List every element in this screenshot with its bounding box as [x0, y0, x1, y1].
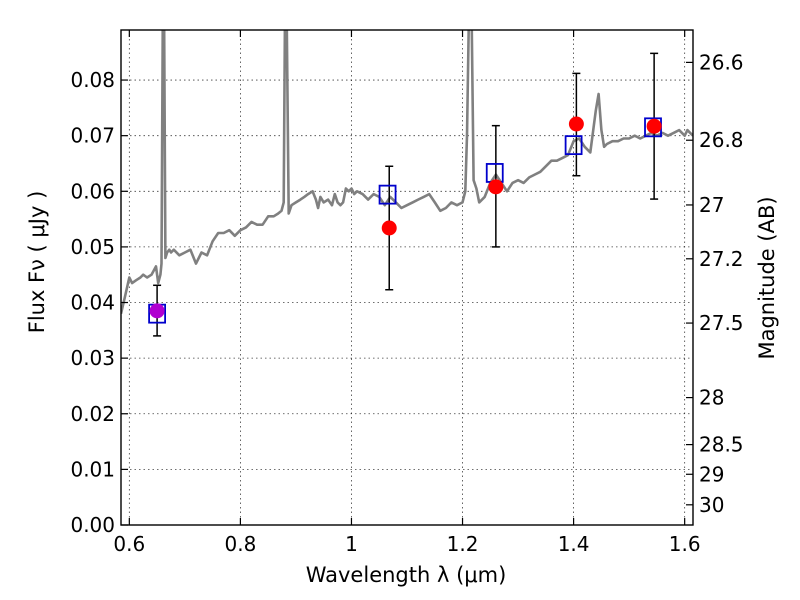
mag-tick-label: 27.2 — [699, 247, 744, 271]
y-tick-label: 0.02 — [70, 402, 115, 426]
y-tick-label: 0.03 — [70, 346, 115, 370]
mag-tick-label: 27.5 — [699, 311, 744, 335]
y-tick-label: 0.01 — [70, 457, 115, 481]
mag-tick-label: 26.6 — [699, 50, 744, 74]
x-tick-label: 1 — [345, 532, 358, 556]
mag-tick-label: 26.8 — [699, 128, 744, 152]
y-axis-label: Flux Fν ( μJy ) — [25, 191, 49, 334]
mag-tick-label: 30 — [699, 493, 724, 517]
mag-tick-label: 29 — [699, 462, 724, 486]
observed-point — [149, 303, 165, 319]
model-photometry-point — [378, 184, 397, 205]
x-tick-label: 1.4 — [558, 532, 590, 556]
model-photometry-point — [564, 135, 583, 156]
observed-point — [381, 220, 397, 236]
mag-tick-label: 28 — [699, 386, 724, 410]
x-tick-label: 1.6 — [669, 532, 701, 556]
plot-frame — [120, 29, 694, 526]
model-spectrum-line — [121, 30, 693, 314]
x-tick-label: 1.2 — [447, 532, 479, 556]
y-tick-label: 0.08 — [70, 68, 115, 92]
plot-area — [121, 30, 693, 337]
y-tick-label: 0.04 — [70, 291, 115, 315]
ticks — [121, 30, 693, 526]
tick-labels: 0.6 0.8 1 1.2 1.4 1.6 0.00 0.01 0.02 0.03 0.04 0.05… — [70, 50, 743, 556]
y-tick-label: 0.06 — [70, 179, 115, 203]
x-tick-label: 0.6 — [113, 532, 145, 556]
mag-tick-label: 28.5 — [699, 433, 744, 457]
y-axis-right-label: Magnitude (AB) — [755, 196, 779, 359]
observed-point — [646, 118, 662, 134]
x-tick-label: 0.8 — [224, 532, 256, 556]
observed-point — [568, 116, 584, 132]
y-tick-label: 0.05 — [70, 235, 115, 259]
observed-point — [488, 179, 504, 195]
y-tick-label: 0.07 — [70, 124, 115, 148]
mag-tick-label: 27 — [699, 193, 724, 217]
y-tick-label: 0.00 — [70, 513, 115, 537]
x-axis-label: Wavelength λ (μm) — [306, 563, 507, 587]
